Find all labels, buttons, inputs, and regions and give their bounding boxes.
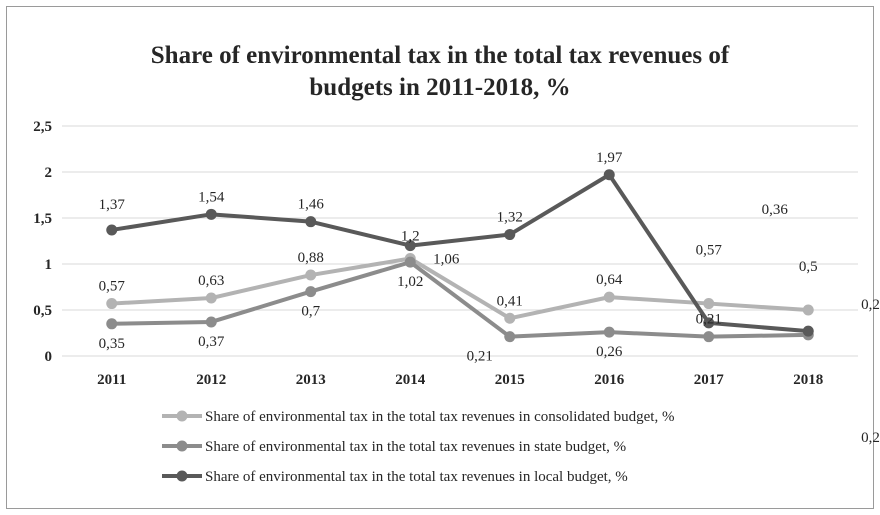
data-label: 0,5	[799, 259, 818, 275]
data-label: 0,63	[198, 273, 224, 289]
x-tick-label: 2018	[793, 372, 823, 388]
x-tick-label: 2013	[296, 372, 326, 388]
chart-title-line-2: budgets in 2011-2018, %	[309, 74, 571, 101]
data-point	[305, 216, 317, 228]
data-label: 0,88	[298, 250, 324, 266]
data-point	[504, 331, 516, 343]
data-point	[106, 298, 118, 310]
data-point	[106, 224, 118, 236]
data-point	[504, 229, 516, 241]
series-line-1	[111, 260, 809, 339]
y-tick-label: 0	[45, 349, 53, 365]
data-label: 1,46	[298, 197, 325, 213]
data-label: 0,27	[861, 430, 880, 446]
y-tick-label: 1,5	[33, 211, 52, 227]
data-label: 0,36	[762, 202, 789, 218]
data-label: 0,26	[596, 344, 623, 360]
data-labels: 0,57 0,63 0,88 1,06 0,41 0,64 0,57 0,5 0,35 0,37 0…	[99, 150, 880, 446]
legend-swatch-marker	[176, 410, 188, 422]
data-point	[205, 292, 217, 304]
data-point	[205, 316, 217, 328]
series-line-2	[111, 172, 809, 334]
legend-entry: Share of environmental tax in the total …	[205, 469, 628, 485]
legend-entry: Share of environmental tax in the total …	[205, 409, 674, 425]
data-point	[205, 208, 217, 220]
data-label: 0,57	[696, 243, 723, 259]
data-point	[703, 298, 715, 310]
x-axis-ticks: 2011 2012 2013 2014 2015 2016 2017 2018	[97, 372, 823, 388]
data-label: 0,64	[596, 272, 623, 288]
data-label: 0,21	[467, 349, 493, 365]
x-tick-label: 2017	[694, 372, 725, 388]
data-point	[404, 256, 416, 268]
x-tick-label: 2012	[196, 372, 226, 388]
data-label: 0,35	[99, 336, 125, 352]
data-point	[703, 317, 715, 329]
data-point	[106, 318, 118, 330]
data-point	[703, 331, 715, 343]
data-point	[603, 169, 615, 181]
legend-entry: Share of environmental tax in the total …	[205, 439, 626, 455]
x-tick-label: 2014	[395, 372, 426, 388]
data-point	[603, 326, 615, 338]
chart-frame	[6, 6, 874, 509]
data-point	[603, 291, 615, 303]
data-point	[504, 312, 516, 324]
series-points	[106, 169, 814, 343]
x-tick-label: 2011	[97, 372, 126, 388]
data-label: 1,32	[497, 210, 523, 226]
data-label: 1,2	[401, 229, 420, 245]
y-axis-ticks: 0 0,5 1 1,5 2 2,5	[33, 119, 52, 365]
y-tick-label: 2,5	[33, 119, 52, 135]
data-label: 1,37	[99, 197, 126, 213]
data-label: 0,21	[696, 312, 722, 328]
data-label: 1,02	[397, 274, 423, 290]
data-label: 0,7	[301, 304, 320, 320]
data-point	[305, 269, 317, 281]
data-point	[305, 286, 317, 298]
data-label: 1,54	[198, 189, 225, 205]
data-label: 1,06	[433, 251, 460, 267]
legend-swatch-marker	[176, 440, 188, 452]
data-label: 0,23	[861, 297, 880, 313]
data-label: 0,57	[99, 279, 126, 295]
y-tick-label: 1	[45, 257, 53, 273]
legend: Share of environmental tax in the total …	[162, 409, 674, 485]
data-label: 0,37	[198, 334, 225, 350]
data-label: 0,41	[497, 293, 523, 309]
data-point	[802, 325, 814, 337]
x-tick-label: 2016	[594, 372, 625, 388]
y-tick-label: 2	[45, 165, 53, 181]
data-point	[404, 240, 416, 252]
y-tick-label: 0,5	[33, 303, 52, 319]
data-point	[802, 304, 814, 316]
x-tick-label: 2015	[495, 372, 525, 388]
series-line-0	[111, 256, 809, 321]
series-lines	[111, 172, 809, 339]
data-label: 1,97	[596, 150, 623, 166]
chart-title-line-1: Share of environmental tax in the total …	[150, 42, 730, 69]
legend-swatch-marker	[176, 470, 188, 482]
chart-title: Share of environmental tax in the total …	[0, 40, 880, 104]
